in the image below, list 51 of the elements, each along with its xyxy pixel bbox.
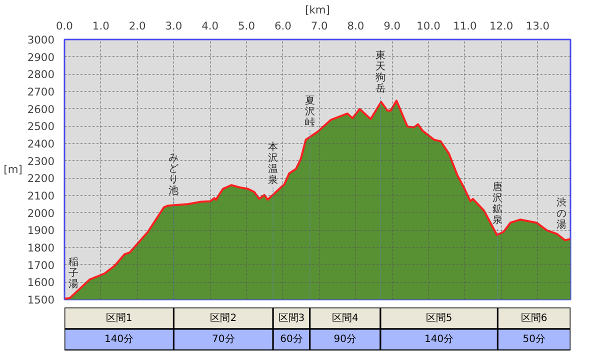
ref-line-label: 東天狗岳 [375, 49, 386, 94]
text: 区間4 [332, 312, 358, 324]
y-tick-label: 1500 [27, 294, 55, 306]
text: 50分 [522, 333, 546, 346]
x-tick-label: 3.0 [165, 20, 182, 32]
x-tick-label: 10.0 [416, 20, 441, 32]
x-tick-label: 11.0 [453, 20, 478, 32]
x-tick-label: 6.0 [274, 20, 292, 32]
ref-line-label: 稲子湯 [68, 257, 78, 290]
x-tick-label: 7.0 [310, 20, 328, 32]
y-tick-label: 1900 [27, 224, 55, 238]
y-tick-label: 1700 [27, 258, 55, 272]
y-tick-label: 2900 [27, 50, 55, 64]
text: 区間6 [520, 312, 548, 324]
text: 区間5 [426, 312, 452, 324]
x-tick-label: 0.0 [56, 20, 74, 32]
x-tick-label: 5.0 [238, 20, 256, 32]
text: 140分 [424, 333, 454, 346]
ref-line-label: 本沢温泉 [268, 140, 278, 186]
text: 区間1 [106, 312, 132, 324]
x-tick-label: 12.0 [489, 20, 514, 32]
text: 140分 [104, 333, 134, 346]
y-tick-label: 2500 [27, 120, 55, 134]
x-tick-label: 4.0 [202, 20, 219, 32]
text: 区間2 [210, 312, 237, 324]
y-tick-label: 2400 [27, 138, 55, 150]
x-tick-label: 8.0 [347, 20, 364, 32]
ref-line-label: 渋の湯 [556, 196, 566, 230]
y-tick-label: 2700 [27, 86, 55, 98]
y-tick-label: 2300 [27, 154, 55, 168]
y-tick-label: 2200 [27, 172, 55, 186]
y-tick-label: 1600 [27, 276, 55, 290]
y-axis-title: [m] [4, 163, 22, 176]
x-tick-label: 2.0 [128, 20, 146, 32]
y-tick-label: 2800 [27, 68, 55, 82]
y-tick-label: 3000 [27, 34, 55, 46]
x-axis-title: [km] [305, 4, 330, 16]
text: 70分 [212, 333, 235, 346]
text: 区間3 [278, 312, 305, 324]
y-tick-label: 1800 [27, 242, 55, 254]
text: 90分 [334, 333, 357, 346]
y-tick-label: 2600 [27, 102, 55, 116]
ref-line-label: 唐沢鉱泉 [492, 181, 503, 226]
ref-line-label: 夏沢峠 [304, 95, 315, 128]
x-tick-label: 9.0 [384, 20, 401, 32]
ref-line-label: みどり池 [168, 152, 179, 196]
x-tick-label: 13.0 [526, 20, 550, 32]
y-tick-label: 2100 [27, 190, 55, 202]
y-tick-label: 2000 [27, 206, 55, 220]
x-tick-label: 1.0 [92, 20, 110, 32]
text: 60分 [280, 333, 303, 346]
